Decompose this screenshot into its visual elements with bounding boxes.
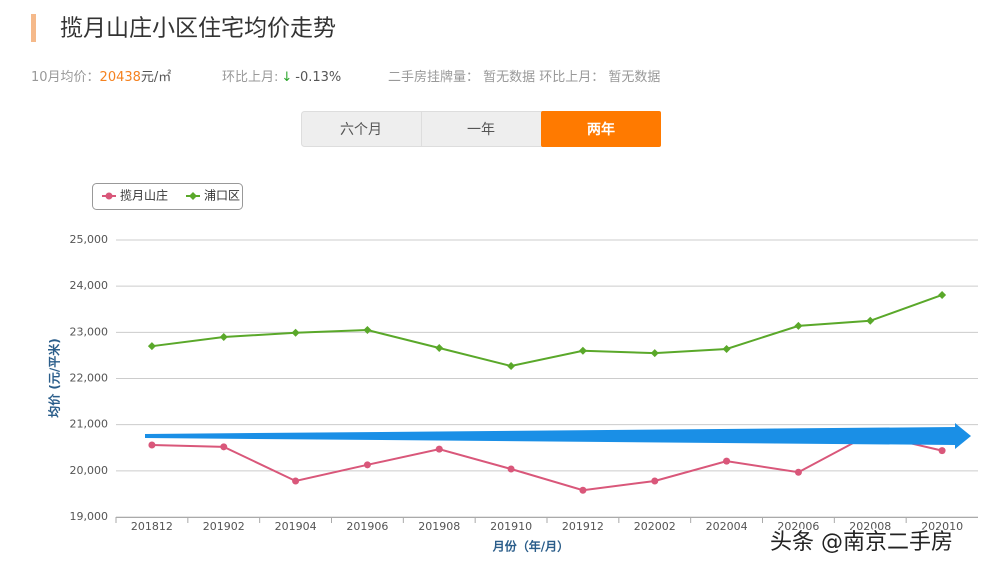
point bbox=[650, 349, 659, 358]
point bbox=[723, 457, 731, 465]
point bbox=[219, 332, 228, 341]
x-tick-label: 201912 bbox=[562, 520, 604, 533]
tab[interactable]: 一年 bbox=[467, 122, 495, 138]
legend-marker bbox=[105, 192, 113, 200]
legend-label: 浦口区 bbox=[204, 189, 240, 203]
x-tick-label: 201812 bbox=[131, 520, 173, 533]
x-tick-label: 201904 bbox=[275, 520, 317, 533]
y-tick-label: 23,000 bbox=[70, 325, 109, 338]
point bbox=[651, 477, 659, 485]
listing: 二手房挂牌量： 暂无数据 环比上月： 暂无数据 bbox=[388, 69, 660, 85]
x-tick-label: 201906 bbox=[346, 520, 388, 533]
point bbox=[578, 346, 587, 355]
tab[interactable]: 六个月 bbox=[340, 122, 382, 138]
change: -0.13% bbox=[295, 70, 341, 85]
point bbox=[291, 328, 300, 337]
price: 20438 bbox=[100, 70, 141, 85]
x-tick-label: 202008 bbox=[849, 520, 891, 533]
point bbox=[507, 362, 516, 371]
tab[interactable]: 两年 bbox=[587, 121, 615, 138]
point bbox=[794, 321, 803, 330]
x-tick-label: 202002 bbox=[634, 520, 676, 533]
chart: 19,000 20,000 21,000 22,000 23,000 24,000 25,0… bbox=[47, 188, 978, 554]
point bbox=[794, 468, 802, 476]
x-tick-label: 202004 bbox=[706, 520, 748, 533]
watermark: 头条 @南京二手房 bbox=[770, 530, 953, 555]
y-tick-label: 21,000 bbox=[70, 418, 109, 431]
title: 揽月山庄小区住宅均价走势 bbox=[60, 16, 336, 42]
y-tick-label: 24,000 bbox=[70, 279, 109, 292]
point bbox=[147, 342, 156, 351]
y-tick-label: 19,000 bbox=[70, 510, 109, 523]
point bbox=[938, 447, 946, 455]
point bbox=[220, 443, 228, 451]
x-tick-label: 201902 bbox=[203, 520, 245, 533]
point bbox=[722, 344, 731, 353]
trend-arrow bbox=[145, 423, 971, 449]
y-axis-label: 均价 (元/平米) bbox=[47, 338, 62, 418]
title-bar bbox=[31, 14, 36, 42]
point bbox=[507, 465, 515, 473]
tab-active[interactable] bbox=[541, 111, 661, 147]
change-arrow: ↓ bbox=[281, 70, 292, 85]
legend-box bbox=[92, 183, 243, 210]
series-line bbox=[151, 293, 943, 368]
legend-marker bbox=[189, 192, 197, 200]
change-label: 环比上月: bbox=[222, 70, 278, 85]
point bbox=[866, 316, 875, 325]
point bbox=[363, 461, 371, 469]
y-tick-label: 22,000 bbox=[70, 372, 109, 385]
x-tick-label: 202010 bbox=[921, 520, 963, 533]
x-axis-label: 月份（年/月） bbox=[492, 539, 569, 554]
price-unit: 元/㎡ bbox=[141, 70, 171, 85]
point bbox=[148, 441, 156, 449]
point bbox=[363, 326, 372, 335]
y-tick-label: 20,000 bbox=[70, 464, 109, 477]
series-line bbox=[151, 432, 943, 492]
info-line: 10月均价：20438元/㎡ 环比上月: ↓ -0.13% 二手房挂牌量： 暂无数据… bbox=[31, 69, 660, 85]
price-label: 10月均价： bbox=[31, 70, 100, 85]
point bbox=[292, 477, 300, 485]
point bbox=[938, 290, 947, 299]
legend-label: 揽月山庄 bbox=[120, 188, 168, 203]
point bbox=[579, 486, 587, 494]
x-tick-label: 202006 bbox=[777, 520, 819, 533]
x-tick-label: 201908 bbox=[418, 520, 460, 533]
point bbox=[435, 344, 444, 353]
point bbox=[435, 445, 443, 453]
x-tick-label: 201910 bbox=[490, 520, 532, 533]
y-tick-label: 25,000 bbox=[70, 233, 109, 246]
